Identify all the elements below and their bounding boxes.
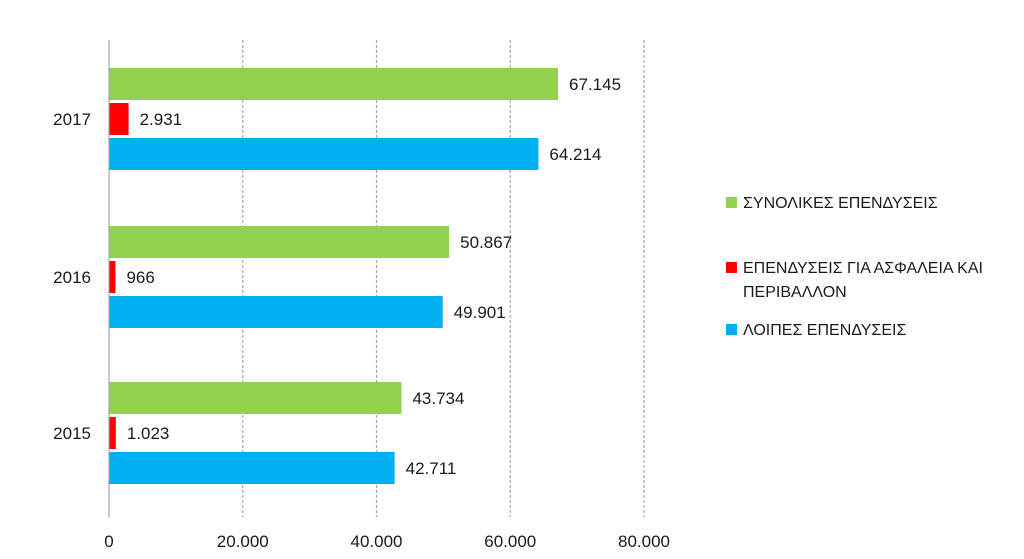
bar (109, 138, 539, 170)
data-label: 1.023 (127, 424, 170, 443)
data-label: 49.901 (454, 303, 506, 322)
data-label: 64.214 (549, 145, 601, 164)
legend-swatch (726, 262, 737, 273)
legend-label: ΛΟΙΠΕΣ ΕΠΕΝΔΥΣΕΙΣ (743, 322, 906, 339)
category-label: 2017 (53, 110, 91, 129)
x-axis: 0 20.000 40.000 60.000 80.000 (104, 532, 670, 551)
bar (109, 296, 443, 328)
x-tick-label: 60.000 (484, 532, 536, 551)
category-label: 2015 (53, 424, 91, 443)
legend-label: ΠΕΡΙΒΑΛΛΟΝ (743, 284, 847, 301)
legend-swatch (726, 197, 737, 208)
x-tick-label: 40.000 (351, 532, 403, 551)
legend-swatch (726, 324, 737, 335)
bar (109, 382, 402, 414)
legend-label: ΣΥΝΟΛΙΚΕΣ ΕΠΕΝΔΥΣΕΙΣ (743, 195, 938, 212)
data-label: 2.931 (140, 110, 183, 129)
bar (109, 452, 395, 484)
grid (242, 40, 645, 517)
data-label: 42.711 (406, 459, 457, 478)
data-label: 966 (126, 268, 154, 287)
bar (109, 68, 559, 100)
data-label: 43.734 (412, 389, 464, 408)
x-tick-label: 0 (104, 532, 113, 551)
bar (109, 261, 116, 293)
bar (109, 103, 129, 135)
legend-label: ΕΠΕΝΔΥΣΕΙΣ ΓΙΑ ΑΣΦΑΛΕΙΑ ΚΑΙ (743, 260, 983, 277)
bars: 43.734 1.023 42.711 50.867 966 49.901 67.145 2.… (109, 68, 621, 484)
bar (109, 226, 450, 258)
category-label: 2016 (53, 268, 91, 287)
data-label: 67.145 (569, 75, 621, 94)
category-axis: 2015 2016 2017 (53, 40, 110, 517)
bar (109, 417, 116, 449)
legend: ΣΥΝΟΛΙΚΕΣ ΕΠΕΝΔΥΣΕΙΣ ΕΠΕΝΔΥΣΕΙΣ ΓΙΑ ΑΣΦΑΛ… (726, 195, 983, 339)
x-tick-label: 20.000 (217, 532, 269, 551)
data-label: 50.867 (460, 233, 512, 252)
x-tick-label: 80.000 (618, 532, 670, 551)
